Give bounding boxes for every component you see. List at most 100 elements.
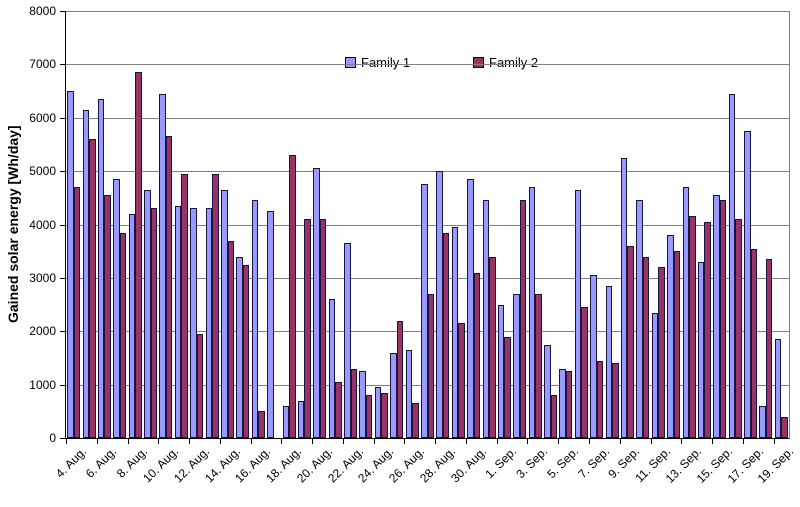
y-tick-7000 bbox=[60, 64, 65, 66]
y-tick-label-3000: 3000 bbox=[29, 270, 56, 285]
bar-family-1-24-aug bbox=[374, 387, 382, 438]
legend-item-family-2: Family 2 bbox=[473, 55, 538, 70]
bar-family-1-5-sep bbox=[559, 369, 566, 438]
bar-family-2-20-aug bbox=[319, 219, 327, 438]
y-tick-6000 bbox=[60, 117, 65, 119]
bar-family-2-30-aug bbox=[473, 273, 481, 438]
legend-label-family-2: Family 2 bbox=[489, 55, 539, 70]
bar-family-1-15-aug bbox=[236, 257, 243, 438]
x-tick-42 bbox=[712, 439, 714, 444]
x-tick-34 bbox=[589, 439, 591, 444]
x-tick-0 bbox=[66, 439, 67, 444]
bar-family-1-20-aug bbox=[313, 168, 320, 438]
y-tick-8000 bbox=[60, 11, 65, 12]
bar-family-1-7-aug bbox=[113, 179, 120, 438]
bar-family-2-2-sep bbox=[519, 200, 527, 438]
x-tick-40 bbox=[681, 439, 683, 444]
legend-label-family-1: Family 1 bbox=[361, 55, 411, 70]
bar-family-1-16-sep bbox=[728, 94, 736, 438]
bar-family-1-15-sep bbox=[713, 195, 720, 438]
x-tick-20 bbox=[373, 439, 375, 444]
bar-family-1-30-aug bbox=[467, 179, 474, 438]
bar-family-2-29-aug bbox=[458, 323, 465, 438]
bar-family-2-6-aug bbox=[104, 195, 111, 438]
x-tick-28 bbox=[496, 439, 498, 444]
bar-family-1-25-aug bbox=[390, 353, 397, 438]
bar-family-1-12-sep bbox=[667, 235, 674, 438]
bar-family-1-21-aug bbox=[328, 299, 336, 438]
bar-family-2-22-aug bbox=[350, 369, 358, 438]
bar-family-1-13-sep bbox=[682, 187, 690, 438]
bar-family-2-13-sep bbox=[689, 216, 696, 438]
bar-family-2-4-sep bbox=[550, 395, 558, 438]
bar-family-1-8-sep bbox=[605, 286, 613, 438]
bar-family-2-19-aug bbox=[304, 219, 311, 438]
bar-family-2-31-aug bbox=[489, 257, 496, 438]
chart-legend: Family 1 Family 2 bbox=[0, 55, 800, 73]
bar-family-2-19-sep bbox=[781, 417, 788, 438]
bar-family-1-4-sep bbox=[544, 345, 551, 438]
bar-family-1-4-aug bbox=[67, 91, 74, 438]
bar-family-2-15-aug bbox=[242, 265, 250, 438]
y-tick-label-1000: 1000 bbox=[29, 377, 56, 392]
bar-family-2-14-aug bbox=[227, 241, 235, 438]
bar-family-1-16-aug bbox=[251, 200, 259, 438]
bar-family-1-17-aug bbox=[267, 211, 274, 438]
family-2-swatch-icon bbox=[473, 57, 484, 68]
bar-family-2-11-aug bbox=[181, 174, 188, 438]
y-tick-label-0: 0 bbox=[49, 431, 56, 445]
bar-family-2-12-aug bbox=[196, 334, 204, 438]
x-tick-36 bbox=[619, 439, 621, 444]
x-tick-6 bbox=[158, 439, 160, 444]
bar-family-1-18-aug bbox=[282, 406, 290, 438]
y-tick-1000 bbox=[60, 384, 65, 386]
bar-family-2-14-sep bbox=[704, 222, 711, 438]
x-tick-10 bbox=[219, 439, 221, 444]
bar-family-1-14-sep bbox=[697, 262, 705, 438]
x-tick-14 bbox=[281, 439, 283, 444]
bar-family-1-12-aug bbox=[190, 208, 197, 438]
x-tick-18 bbox=[342, 439, 344, 444]
x-tick-24 bbox=[435, 439, 437, 444]
bar-family-2-23-aug bbox=[365, 395, 373, 438]
x-tick-26 bbox=[465, 439, 467, 444]
bar-family-1-13-aug bbox=[205, 208, 213, 438]
gridline-8000 bbox=[66, 11, 789, 12]
y-tick-3000 bbox=[60, 277, 65, 279]
y-tick-4000 bbox=[60, 224, 65, 226]
bar-family-2-25-aug bbox=[396, 321, 404, 438]
bar-family-1-8-aug bbox=[128, 214, 136, 438]
bar-family-1-9-sep bbox=[620, 158, 628, 438]
y-tick-label-4000: 4000 bbox=[29, 217, 56, 232]
x-tick-12 bbox=[250, 439, 252, 444]
bar-family-2-24-aug bbox=[381, 393, 388, 438]
x-axis-line bbox=[65, 438, 789, 439]
bar-family-1-6-aug bbox=[97, 99, 105, 438]
bar-family-1-22-aug bbox=[344, 243, 351, 438]
x-tick-32 bbox=[558, 439, 560, 444]
bar-family-2-28-aug bbox=[442, 233, 450, 438]
x-tick-46 bbox=[773, 439, 775, 444]
bar-family-2-7-aug bbox=[119, 233, 127, 438]
x-tick-38 bbox=[650, 439, 652, 444]
bar-family-2-9-aug bbox=[150, 208, 158, 438]
bar-family-1-11-sep bbox=[651, 313, 659, 438]
bar-family-1-6-sep bbox=[574, 190, 582, 438]
bar-family-2-5-sep bbox=[565, 371, 573, 438]
bar-family-2-7-sep bbox=[596, 361, 604, 438]
bar-family-1-27-aug bbox=[421, 184, 428, 438]
bar-family-1-7-sep bbox=[590, 275, 597, 438]
bar-family-1-11-aug bbox=[174, 206, 182, 438]
bar-family-2-16-sep bbox=[735, 219, 742, 438]
y-axis-line bbox=[65, 11, 66, 439]
bar-family-2-9-sep bbox=[627, 246, 634, 438]
y-tick-label-6000: 6000 bbox=[29, 110, 56, 125]
bar-family-1-28-aug bbox=[436, 171, 443, 438]
bar-family-2-18-sep bbox=[765, 259, 773, 438]
bar-family-2-27-aug bbox=[427, 294, 434, 438]
gridline-5000 bbox=[66, 171, 789, 173]
gridline-6000 bbox=[66, 117, 789, 119]
gridline-7000 bbox=[66, 64, 789, 66]
y-tick-0 bbox=[60, 438, 65, 439]
